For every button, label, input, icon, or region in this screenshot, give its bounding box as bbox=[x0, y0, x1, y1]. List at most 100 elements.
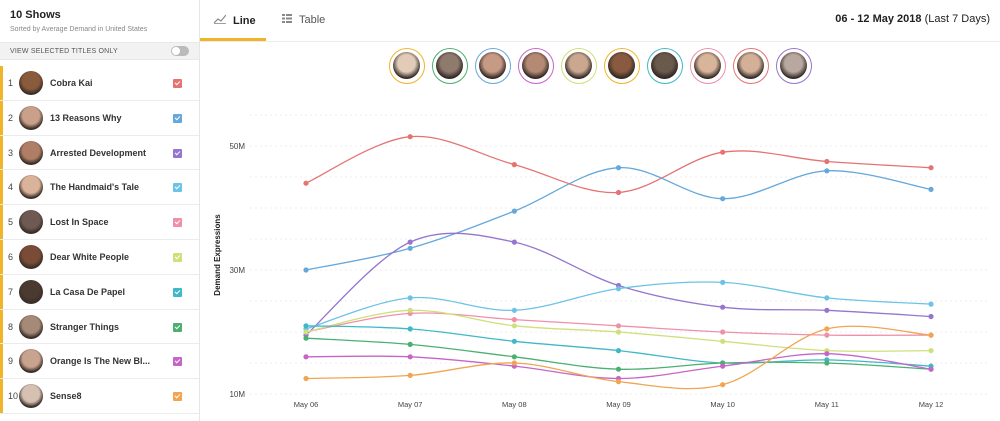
show-list-item[interactable]: 1 Cobra Kai bbox=[0, 66, 199, 101]
avatar-image bbox=[694, 52, 721, 79]
show-rank: 2 bbox=[8, 112, 14, 123]
show-thumbnail bbox=[19, 279, 43, 304]
data-point bbox=[407, 295, 413, 301]
data-point bbox=[511, 323, 517, 329]
data-point bbox=[407, 326, 413, 332]
show-name: Dear White People bbox=[50, 251, 130, 262]
show-list-item[interactable]: 2 13 Reasons Why bbox=[0, 100, 199, 136]
show-avatar[interactable] bbox=[389, 48, 425, 84]
show-list-item[interactable]: 7 La Casa De Papel bbox=[0, 274, 199, 310]
show-name: Lost In Space bbox=[50, 217, 109, 228]
chart-svg: 10M 30M 50M Demand Expressions May 06 May 07 M… bbox=[213, 114, 990, 409]
data-point bbox=[511, 317, 517, 323]
show-checkbox[interactable] bbox=[173, 287, 182, 297]
data-point bbox=[720, 304, 726, 310]
show-thumbnail bbox=[19, 384, 43, 409]
show-thumbnail bbox=[19, 175, 43, 200]
avatar-image bbox=[522, 52, 549, 79]
show-avatar[interactable] bbox=[432, 48, 468, 84]
x-tick-label: May 12 bbox=[919, 400, 944, 409]
show-thumbnail bbox=[19, 314, 43, 339]
rank-marker bbox=[0, 135, 3, 170]
show-rank: 5 bbox=[8, 217, 14, 228]
x-tick-label: May 10 bbox=[710, 400, 735, 409]
show-avatar[interactable] bbox=[518, 48, 554, 84]
data-point bbox=[928, 165, 934, 171]
show-list-item[interactable]: 6 Dear White People bbox=[0, 239, 199, 275]
view-selected-label: VIEW SELECTED TITLES ONLY bbox=[10, 48, 118, 55]
x-tick-label: May 07 bbox=[398, 400, 423, 409]
y-tick-label: 10M bbox=[229, 390, 245, 399]
data-point bbox=[824, 351, 830, 357]
show-checkbox[interactable] bbox=[173, 113, 182, 123]
avatar-image bbox=[565, 52, 592, 79]
tab-line[interactable]: Line bbox=[213, 14, 256, 27]
show-avatar[interactable] bbox=[604, 48, 640, 84]
data-point bbox=[615, 379, 622, 385]
show-list-item[interactable]: 5 Lost In Space bbox=[0, 205, 199, 240]
show-checkbox[interactable] bbox=[173, 357, 182, 367]
data-point bbox=[407, 372, 413, 378]
data-point bbox=[928, 348, 934, 354]
show-list-item[interactable]: 3 Arrested Development bbox=[0, 135, 199, 171]
rank-marker bbox=[0, 344, 3, 379]
show-checkbox[interactable] bbox=[173, 218, 182, 228]
show-thumbnail bbox=[19, 140, 43, 165]
show-avatar[interactable] bbox=[647, 48, 683, 84]
data-point bbox=[407, 239, 413, 245]
data-point bbox=[511, 360, 517, 366]
show-checkbox[interactable] bbox=[173, 79, 182, 88]
data-point bbox=[303, 329, 309, 335]
show-rank: 3 bbox=[8, 147, 14, 158]
rank-marker bbox=[0, 239, 3, 274]
rank-marker bbox=[0, 170, 3, 205]
show-list-item[interactable]: 8 Stranger Things bbox=[0, 309, 199, 345]
show-thumbnail bbox=[19, 244, 43, 269]
data-point bbox=[720, 149, 726, 155]
show-rank: 4 bbox=[8, 182, 14, 193]
data-point bbox=[720, 279, 726, 285]
avatar-image bbox=[608, 52, 635, 79]
show-thumbnail bbox=[19, 349, 43, 374]
show-list-item[interactable]: 4 The Handmaid's Tale bbox=[0, 170, 199, 206]
date-range-dates: 06 - 12 May 2018 bbox=[835, 13, 922, 25]
show-list-item[interactable]: 10 Sense8 bbox=[0, 379, 199, 414]
show-checkbox[interactable] bbox=[173, 148, 182, 158]
show-rank: 8 bbox=[8, 321, 14, 332]
data-point bbox=[511, 307, 517, 313]
show-avatar[interactable] bbox=[475, 48, 511, 84]
data-point bbox=[511, 208, 517, 214]
avatar-image bbox=[393, 52, 420, 79]
sidebar: 10 Shows Sorted by Average Demand in Uni… bbox=[0, 0, 200, 421]
data-point bbox=[824, 295, 830, 301]
data-point bbox=[303, 335, 309, 341]
show-checkbox[interactable] bbox=[173, 322, 182, 332]
data-point bbox=[511, 239, 517, 245]
avatar-image bbox=[479, 52, 506, 79]
show-checkbox[interactable] bbox=[173, 183, 182, 193]
show-avatar[interactable] bbox=[776, 48, 812, 84]
show-name: Sense8 bbox=[50, 391, 82, 402]
data-point bbox=[407, 245, 413, 251]
data-point bbox=[928, 186, 934, 192]
show-thumbnail bbox=[19, 210, 43, 235]
tab-table[interactable]: Table bbox=[282, 14, 325, 26]
data-point bbox=[824, 326, 830, 332]
rank-marker bbox=[0, 66, 3, 100]
rank-marker bbox=[0, 100, 3, 135]
data-point bbox=[928, 313, 934, 320]
x-tick-label: May 08 bbox=[502, 400, 527, 409]
data-point bbox=[824, 332, 830, 338]
show-checkbox[interactable] bbox=[173, 392, 182, 402]
data-point bbox=[303, 323, 309, 329]
show-checkbox[interactable] bbox=[173, 252, 182, 262]
show-avatar[interactable] bbox=[690, 48, 726, 84]
data-point bbox=[407, 341, 413, 347]
view-selected-toggle[interactable] bbox=[171, 46, 189, 56]
show-avatar[interactable] bbox=[561, 48, 597, 84]
series-line bbox=[305, 167, 932, 271]
show-avatar[interactable] bbox=[733, 48, 769, 84]
show-list-item[interactable]: 9 Orange Is The New Bl... bbox=[0, 344, 199, 380]
data-point bbox=[720, 196, 726, 202]
y-axis-label: Demand Expressions bbox=[213, 214, 222, 296]
